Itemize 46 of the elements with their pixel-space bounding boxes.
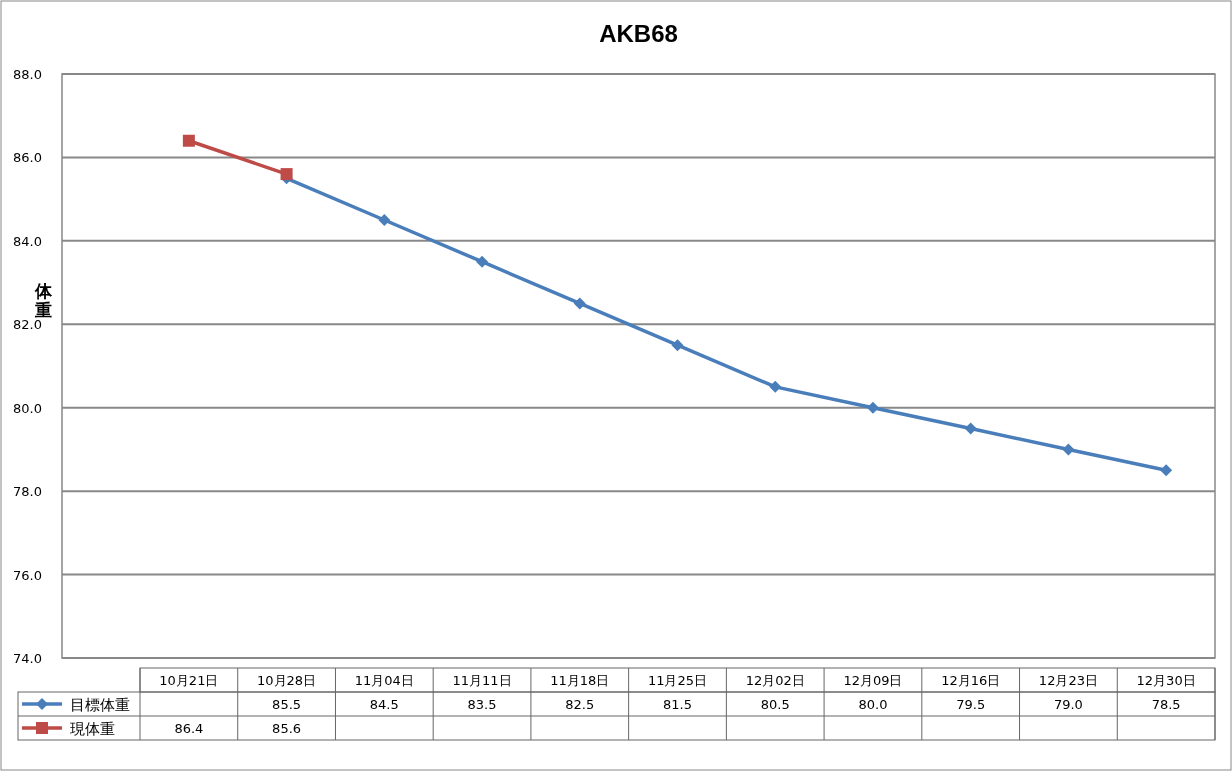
point [378,214,391,226]
data-label: 79.5 [956,697,986,712]
data-label: 80.0 [858,697,888,712]
data-label: 80.5 [760,697,790,712]
point [866,401,879,414]
x-tick-label: 11月25日 [647,673,708,688]
data-label: 86.4 [174,721,204,736]
x-tick-label: 10月28日 [257,673,317,688]
y-tick-label: 84.0 [13,233,42,249]
y-tick-label: 76.0 [13,567,42,583]
data-label: 83.5 [467,697,497,712]
point [573,297,586,310]
data-label: 85.5 [272,697,302,712]
x-tick-label: 11月18日 [550,673,610,688]
point [1062,443,1075,456]
y-tick-label: 88.0 [13,67,42,82]
point [769,380,782,393]
data-label: 82.5 [565,697,595,712]
point [182,134,195,147]
data-label: 85.6 [272,721,302,736]
y-tick-label: 78.0 [13,484,42,500]
y-tick-label: 82.0 [13,317,42,333]
x-tick-label: 11月11日 [452,673,512,688]
legend-label: 目標体重 [70,696,130,714]
y-tick-label: 86.0 [13,150,42,166]
y-tick-label: 74.0 [13,651,42,666]
point [476,255,489,268]
point [280,168,293,181]
data-label: 78.5 [1151,697,1181,712]
y-axis-title: 体重 [33,281,53,320]
x-tick-label: 12月30日 [1136,673,1196,688]
x-tick-label: 11月04日 [354,673,414,688]
legend-label: 現体重 [70,720,115,738]
x-tick-label: 12月23日 [1038,673,1098,688]
x-tick-label: 12月09日 [843,673,903,688]
data-label: 79.0 [1053,697,1083,712]
point [964,422,977,435]
x-tick-label: 12月16日 [941,673,1001,688]
x-tick-label: 10月21日 [159,673,219,688]
data-label: 84.5 [369,697,399,712]
chart-title: AKB68 [599,20,678,47]
x-tick-label: 12月02日 [745,673,805,688]
data-label: 81.5 [663,697,692,712]
point [1160,464,1173,477]
point [671,339,684,352]
y-tick-label: 80.0 [13,400,42,416]
